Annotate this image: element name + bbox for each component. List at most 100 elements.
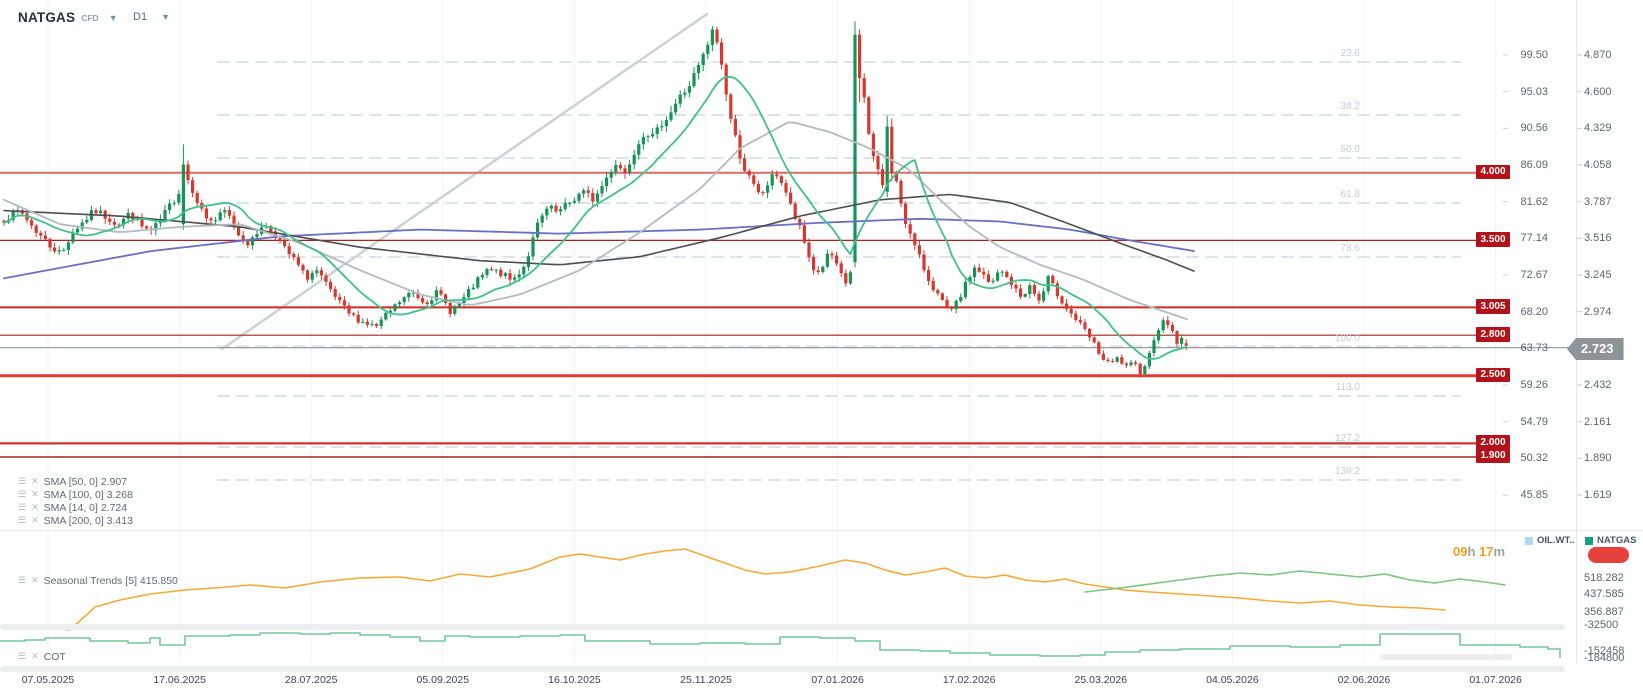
price-level-tag[interactable]: 2.000 xyxy=(1476,435,1510,450)
date-axis-label: 04.05.2026 xyxy=(1206,674,1259,686)
indicator-settings-icon[interactable]: ☰ xyxy=(18,575,27,585)
instrument-symbol: NATGAS xyxy=(18,10,76,25)
indicator-label: SMA [14, 0] 2.724 xyxy=(43,501,128,514)
timeframe-selector[interactable]: D1 ▼ xyxy=(133,11,170,23)
price-axis-label-natgas: 4.870 xyxy=(1584,49,1612,61)
indicator-label: SMA [200, 0] 3.413 xyxy=(43,514,133,527)
seasonal-axis-label: 437.585 xyxy=(1584,588,1624,600)
price-axis-label-natgas: 4.600 xyxy=(1584,85,1612,98)
sma50-line xyxy=(3,121,1188,321)
cot-axis-label: -152458 xyxy=(1584,645,1625,657)
fib-level-label: 50.0 xyxy=(1340,144,1360,155)
sma14-line xyxy=(3,76,1188,360)
price-level-tag[interactable]: 3.005 xyxy=(1476,299,1510,314)
seasonal-axis-label: 518.282 xyxy=(1584,572,1624,584)
price-axis-label-natgas: 3.516 xyxy=(1584,232,1612,245)
sma200-line xyxy=(3,217,1195,280)
date-axis-label: 01.07.2026 xyxy=(1469,674,1522,686)
close-icon[interactable]: ✕ xyxy=(31,515,39,525)
close-icon[interactable]: ✕ xyxy=(31,502,39,512)
current-price-tag: 2.723 xyxy=(1567,338,1624,360)
seasonal-green-line xyxy=(1084,570,1506,593)
time-axis-scrollbar[interactable] xyxy=(0,666,1565,672)
indicator-settings-icon[interactable]: ☰ xyxy=(18,515,27,525)
price-axis-label-natgas: 1.619 xyxy=(1584,489,1612,502)
price-axis-label-oil: 59.26 xyxy=(1520,379,1548,392)
close-icon[interactable]: ✕ xyxy=(31,575,39,585)
panel-resize-handle[interactable] xyxy=(1380,654,1512,660)
seasonal-axis-label: 356.887 xyxy=(1584,606,1624,618)
price-level-tag[interactable]: 1.900 xyxy=(1476,448,1510,464)
indicator-row-sma50[interactable]: ☰ ✕ SMA [50, 0] 2.907 xyxy=(18,475,127,488)
indicator-settings-icon[interactable]: ☰ xyxy=(18,489,27,499)
trendline xyxy=(220,12,709,351)
axis-separator xyxy=(1576,0,1577,663)
date-axis-label: 25.11.2025 xyxy=(680,674,732,686)
instrument-selector[interactable]: NATGAS CFD ▼ xyxy=(18,10,118,25)
indicator-row-sma200[interactable]: ☰ ✕ SMA [200, 0] 3.413 xyxy=(18,514,133,527)
legend-label: NATGAS xyxy=(1597,535,1637,546)
indicator-settings-icon[interactable]: ☰ xyxy=(18,651,27,661)
date-axis-label: 07.01.2026 xyxy=(811,674,864,686)
close-icon[interactable]: ✕ xyxy=(31,489,39,499)
legend-item-oil[interactable]: OIL.WT.. xyxy=(1525,535,1574,546)
indicator-row-sma14[interactable]: ☰ ✕ SMA [14, 0] 2.724 xyxy=(18,501,127,514)
cot-axis-label: -32500 xyxy=(1584,619,1619,631)
fib-level-label: 127.2 xyxy=(1334,433,1360,444)
price-axis-label-oil: 77.14 xyxy=(1520,232,1548,245)
panel-resize-handle[interactable] xyxy=(0,624,1565,630)
close-icon[interactable]: ✕ xyxy=(31,651,39,661)
price-axis-label-oil: 95.03 xyxy=(1520,85,1548,98)
price-axis-label-natgas: 2.974 xyxy=(1584,305,1612,318)
price-axis-label-natgas: 3.245 xyxy=(1584,269,1612,282)
fib-level-label: 138.2 xyxy=(1334,466,1360,477)
instrument-type: CFD xyxy=(81,12,99,23)
price-axis-label-oil: 45.85 xyxy=(1520,489,1548,502)
indicator-settings-icon[interactable]: ☰ xyxy=(18,476,27,486)
price-level-tag[interactable]: 3.500 xyxy=(1476,232,1510,247)
price-level-tag[interactable]: 4.000 xyxy=(1476,164,1510,180)
price-axis-label-natgas: 4.058 xyxy=(1584,159,1612,171)
price-axis-label-oil: 81.62 xyxy=(1520,195,1548,208)
indicator-label: SMA [100, 0] 3.268 xyxy=(43,488,133,501)
price-axis-label-natgas: 4.329 xyxy=(1584,122,1612,135)
date-axis-label: 02.06.2026 xyxy=(1337,674,1391,686)
date-axis-label: 05.09.2025 xyxy=(416,674,470,686)
chevron-down-icon[interactable]: ▼ xyxy=(108,12,118,23)
candlestick-series xyxy=(2,21,1188,378)
price-axis-label-oil: 86.09 xyxy=(1520,159,1548,171)
date-axis-label: 16.10.2025 xyxy=(548,674,601,686)
price-level-tag[interactable]: 2.500 xyxy=(1476,367,1510,383)
date-axis-label: 17.06.2025 xyxy=(153,674,206,686)
natgas-legend-swatch xyxy=(1585,536,1593,545)
close-icon[interactable]: ✕ xyxy=(31,476,39,486)
fib-level-label: 38.2 xyxy=(1340,101,1360,112)
indicator-row-cot[interactable]: ☰ ✕ COT xyxy=(18,650,66,663)
candle-countdown-timer: 09h 17m xyxy=(1453,544,1506,559)
price-action-pill[interactable] xyxy=(1588,547,1629,563)
price-axis-label-oil: 63.73 xyxy=(1520,342,1548,355)
price-axis-label-oil: 90.56 xyxy=(1520,122,1548,135)
price-axis-label-natgas: 2.161 xyxy=(1584,415,1612,428)
price-axis-label-oil: 72.67 xyxy=(1520,269,1548,282)
price-level-tag[interactable]: 2.800 xyxy=(1476,327,1510,342)
oil-legend-swatch xyxy=(1525,536,1533,545)
date-axis-label: 17.02.2026 xyxy=(942,674,996,686)
legend-item-natgas[interactable]: NATGAS xyxy=(1585,535,1636,546)
chevron-down-icon[interactable]: ▼ xyxy=(161,12,170,22)
fib-level-label: 100.0 xyxy=(1334,333,1360,344)
fib-level-label: 23.6 xyxy=(1340,48,1360,59)
sma100-line xyxy=(3,193,1195,272)
indicator-row-sma100[interactable]: ☰ ✕ SMA [100, 0] 3.268 xyxy=(18,488,133,501)
date-axis-label: 07.05.2025 xyxy=(21,674,75,686)
fib-level-label: 78.6 xyxy=(1340,243,1360,254)
price-axis-label-oil: 99.50 xyxy=(1520,49,1548,61)
indicator-settings-icon[interactable]: ☰ xyxy=(18,502,27,512)
grid xyxy=(47,0,1497,663)
indicator-row-seasonal[interactable]: ☰ ✕ Seasonal Trends [5] 415.850 xyxy=(18,574,178,587)
cot-line xyxy=(0,632,1561,658)
seasonal-trend-line xyxy=(44,548,1446,631)
price-axis-label-oil: 54.79 xyxy=(1520,415,1548,428)
